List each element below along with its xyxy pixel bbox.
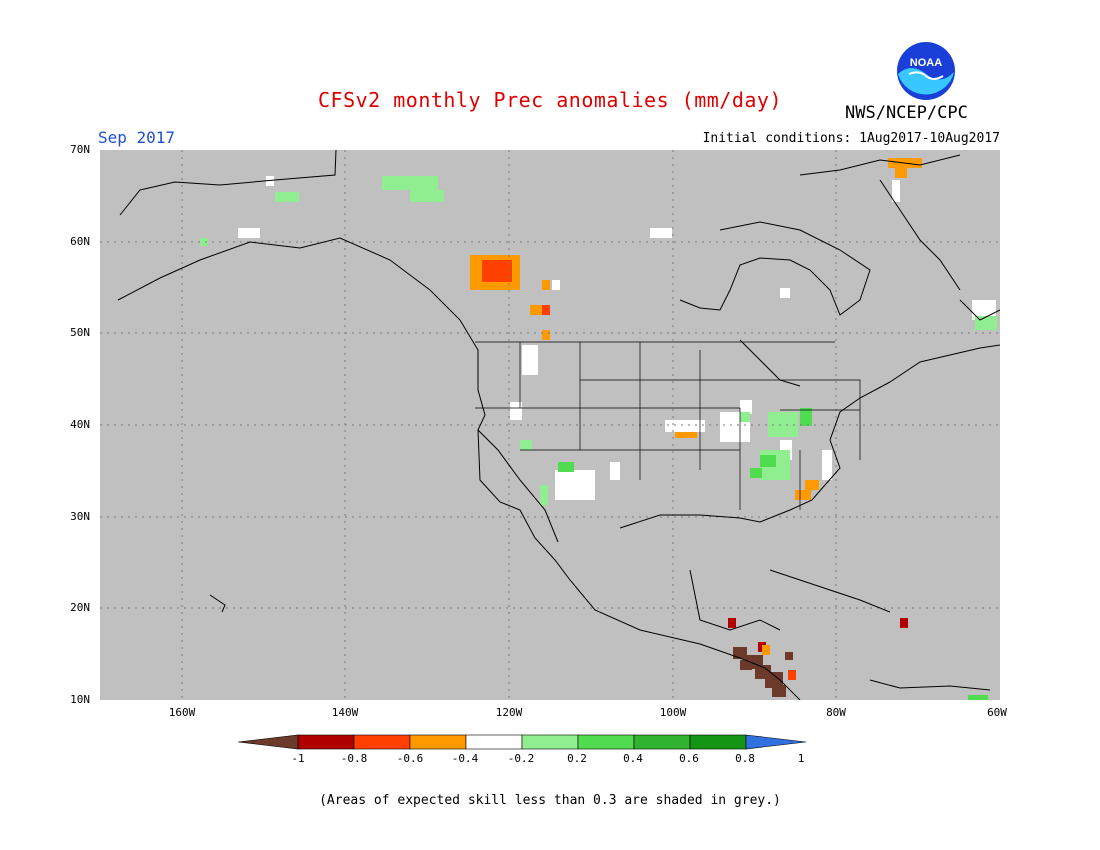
lon-label-160w: 160W	[168, 706, 196, 719]
lat-label-70n: 70N	[70, 143, 90, 156]
chart-title: CFSv2 monthly Prec anomalies (mm/day)	[317, 88, 783, 112]
anomaly-cell	[275, 192, 299, 202]
colorbar-arrow-low	[238, 734, 299, 750]
lat-label-40n: 40N	[70, 418, 90, 431]
anomaly-cell	[762, 645, 770, 655]
anomaly-cell	[650, 228, 672, 238]
anomaly-cell	[728, 618, 736, 628]
lat-label-60n: 60N	[70, 235, 90, 248]
colorbar-tick-06: 0.6	[679, 752, 699, 765]
colorbar	[238, 734, 807, 750]
anomaly-cell	[785, 652, 793, 660]
anomaly-cell	[795, 490, 811, 500]
lon-label-100w: 100W	[659, 706, 687, 719]
lat-label-20n: 20N	[70, 601, 90, 614]
svg-text:NOAA: NOAA	[910, 57, 942, 69]
anomaly-cell	[733, 647, 747, 659]
anomaly-cell	[542, 280, 550, 290]
colorbar-tick-m06: -0.6	[396, 752, 424, 765]
anomaly-cell	[520, 440, 532, 450]
anomaly-cell	[238, 228, 260, 238]
lat-label-10n: 10N	[70, 693, 90, 706]
noaa-logo: NOAA	[897, 42, 955, 100]
anomaly-cell	[200, 238, 208, 246]
colorbar-box	[577, 734, 635, 750]
anomaly-cell	[765, 672, 783, 688]
anomaly-cell	[822, 450, 832, 480]
colorbar-tick-04: 0.4	[623, 752, 643, 765]
anomaly-cell	[750, 468, 762, 478]
anomaly-cell	[800, 408, 812, 426]
anomaly-cell	[540, 485, 548, 505]
colorbar-tick-m04: -0.4	[451, 752, 479, 765]
colorbar-tick-02: 0.2	[567, 752, 587, 765]
anomaly-cell	[675, 428, 697, 438]
colorbar-box	[297, 734, 355, 750]
anomaly-cell	[740, 412, 750, 422]
anomaly-cell	[968, 695, 988, 700]
lon-label-60w: 60W	[987, 706, 1007, 719]
anomaly-cell	[780, 288, 790, 298]
colorbar-tick-m1: -1	[291, 752, 305, 765]
state-borders	[475, 341, 861, 510]
anomaly-cell	[805, 480, 819, 490]
lat-label-50n: 50N	[70, 326, 90, 339]
anomaly-cell	[665, 420, 705, 432]
anomaly-cell	[895, 168, 907, 178]
anomaly-cell	[552, 280, 560, 290]
coastlines	[117, 150, 1000, 700]
anomaly-cell	[558, 462, 574, 472]
anomaly-cell	[610, 462, 620, 480]
colorbar-box	[465, 734, 523, 750]
anomaly-cell	[530, 305, 546, 315]
precip-anomaly-map	[100, 150, 1000, 700]
agency-label: NWS/NCEP/CPC	[845, 103, 968, 123]
anomaly-cell	[482, 260, 512, 282]
anomaly-cell	[555, 470, 595, 500]
colorbar-arrow-high	[745, 734, 807, 750]
anomaly-cell	[760, 455, 776, 467]
colorbar-tick-m02: -0.2	[507, 752, 535, 765]
initial-conditions: Initial conditions: 1Aug2017-10Aug2017	[702, 131, 1000, 146]
colorbar-box	[633, 734, 691, 750]
anomaly-cell	[266, 176, 274, 186]
colorbar-box	[353, 734, 411, 750]
anomaly-cell	[740, 400, 752, 414]
lon-label-120w: 120W	[495, 706, 523, 719]
skill-footnote: (Areas of expected skill less than 0.3 a…	[319, 793, 781, 808]
anomaly-cell	[892, 180, 900, 202]
anomaly-cell	[542, 330, 550, 340]
colorbar-box	[521, 734, 579, 750]
lon-label-80w: 80W	[826, 706, 846, 719]
lat-label-30n: 30N	[70, 510, 90, 523]
anomaly-cell	[542, 305, 550, 315]
anomaly-cells	[200, 158, 997, 700]
colorbar-box	[689, 734, 747, 750]
forecast-month: Sep 2017	[98, 128, 176, 147]
colorbar-tick-m08: -0.8	[340, 752, 368, 765]
anomaly-cell	[772, 685, 786, 697]
anomaly-cell	[522, 345, 538, 375]
colorbar-tick-1: 1	[797, 752, 805, 765]
colorbar-box	[409, 734, 467, 750]
anomaly-cell	[382, 176, 438, 190]
gridlines	[100, 150, 1000, 700]
anomaly-cell	[740, 660, 752, 670]
colorbar-tick-08: 0.8	[735, 752, 755, 765]
anomaly-cell	[900, 618, 908, 628]
anomaly-cell	[510, 402, 522, 420]
anomaly-cell	[410, 190, 444, 202]
anomaly-cell	[788, 670, 796, 680]
lon-label-140w: 140W	[331, 706, 359, 719]
